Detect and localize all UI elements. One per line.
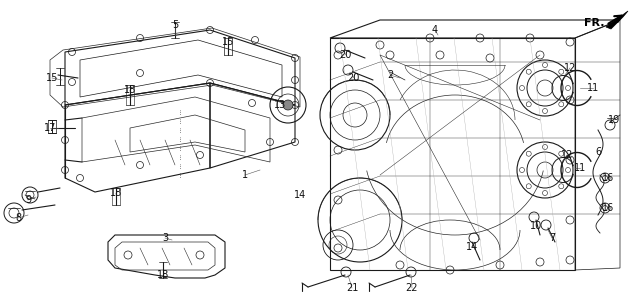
Text: FR.: FR. bbox=[584, 18, 604, 28]
Text: 6: 6 bbox=[595, 147, 601, 157]
Text: 1: 1 bbox=[242, 170, 248, 180]
Text: 4: 4 bbox=[432, 25, 438, 35]
Text: 18: 18 bbox=[157, 270, 169, 280]
Text: 10: 10 bbox=[530, 221, 542, 231]
Text: 16: 16 bbox=[602, 203, 614, 213]
Text: 7: 7 bbox=[549, 233, 555, 243]
Text: 22: 22 bbox=[406, 283, 419, 293]
Text: 5: 5 bbox=[172, 20, 178, 30]
Text: 16: 16 bbox=[602, 173, 614, 183]
Text: 18: 18 bbox=[124, 85, 136, 95]
Text: 14: 14 bbox=[294, 190, 306, 200]
Text: 15: 15 bbox=[46, 73, 58, 83]
Text: 12: 12 bbox=[564, 63, 576, 73]
Text: 9: 9 bbox=[25, 195, 31, 205]
Text: 17: 17 bbox=[44, 123, 56, 133]
Text: 11: 11 bbox=[587, 83, 599, 93]
Polygon shape bbox=[606, 11, 628, 29]
Circle shape bbox=[283, 100, 293, 110]
Text: 19: 19 bbox=[608, 115, 620, 125]
Text: 12: 12 bbox=[561, 150, 573, 160]
Text: 20: 20 bbox=[339, 50, 351, 60]
Text: 13: 13 bbox=[274, 100, 286, 110]
Text: 14: 14 bbox=[466, 242, 478, 252]
Text: 15: 15 bbox=[222, 37, 234, 47]
Text: 21: 21 bbox=[346, 283, 358, 293]
Text: 18: 18 bbox=[110, 188, 122, 198]
Text: 11: 11 bbox=[574, 163, 586, 173]
Text: 2: 2 bbox=[387, 70, 393, 80]
Text: 3: 3 bbox=[162, 233, 168, 243]
Text: 8: 8 bbox=[15, 213, 21, 223]
Text: 20: 20 bbox=[347, 73, 359, 83]
